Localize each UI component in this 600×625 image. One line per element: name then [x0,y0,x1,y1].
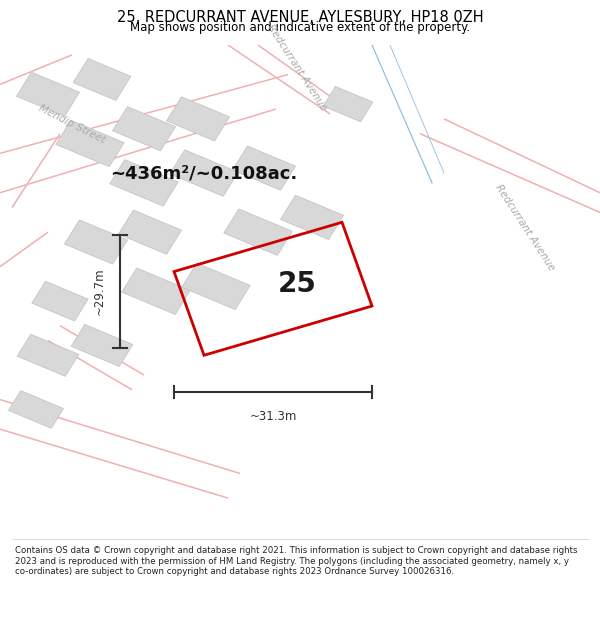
Text: ~29.7m: ~29.7m [92,268,106,315]
Text: Map shows position and indicative extent of the property.: Map shows position and indicative extent… [130,21,470,34]
Text: Contains OS data © Crown copyright and database right 2021. This information is : Contains OS data © Crown copyright and d… [15,546,577,576]
Polygon shape [224,209,292,256]
Polygon shape [170,150,238,196]
Polygon shape [110,159,178,206]
Polygon shape [280,195,344,239]
Polygon shape [73,59,131,101]
Polygon shape [32,281,88,321]
Polygon shape [16,72,80,116]
Text: 25: 25 [278,270,316,298]
Polygon shape [71,324,133,366]
Polygon shape [166,97,230,141]
Polygon shape [64,220,128,264]
Polygon shape [122,268,190,314]
Polygon shape [232,146,296,190]
Polygon shape [118,210,182,254]
Text: ~31.3m: ~31.3m [250,411,296,423]
Polygon shape [56,120,124,167]
Polygon shape [112,107,176,151]
Text: Redcurrant Avenue: Redcurrant Avenue [493,182,557,272]
Text: Mendip Street: Mendip Street [37,102,107,145]
Text: Redcurrant Avenue: Redcurrant Avenue [265,22,329,112]
Polygon shape [8,391,64,428]
Polygon shape [182,263,250,309]
Text: 25, REDCURRANT AVENUE, AYLESBURY, HP18 0ZH: 25, REDCURRANT AVENUE, AYLESBURY, HP18 0… [116,10,484,25]
Polygon shape [17,334,79,376]
Text: ~436m²/~0.108ac.: ~436m²/~0.108ac. [110,164,298,182]
Polygon shape [323,86,373,122]
